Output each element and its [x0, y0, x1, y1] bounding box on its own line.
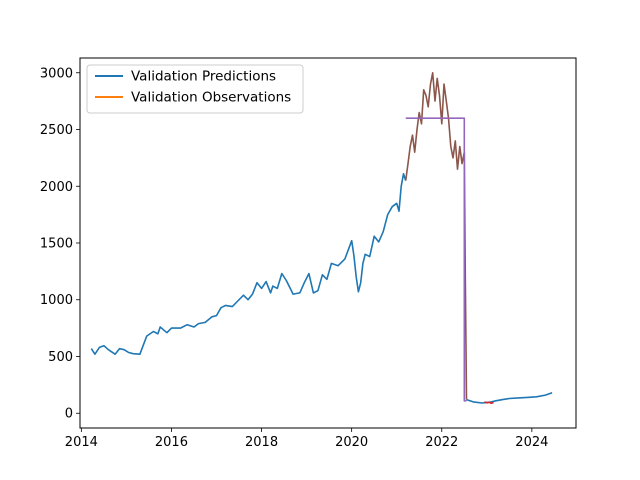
legend-label-predictions: Validation Predictions: [131, 69, 276, 85]
x-tick-label: 2018: [245, 435, 278, 450]
x-tick-label: 2014: [65, 435, 98, 450]
legend-box: [86, 64, 304, 114]
y-tick-label: 500: [48, 350, 73, 365]
series-line-0: [90, 173, 407, 356]
y-axis: 0 500 1000 1500 2000 2500 3000: [40, 66, 80, 422]
legend-label-observations: Validation Observations: [131, 90, 291, 106]
y-tick-label: 2500: [40, 123, 73, 138]
x-tick-label: 2016: [155, 435, 188, 450]
series-line-2: [405, 117, 467, 402]
x-tick-label: 2024: [515, 435, 548, 450]
y-tick-label: 0: [65, 407, 73, 422]
y-tick-label: 2000: [40, 180, 73, 195]
y-tick-label: 1500: [40, 237, 73, 252]
series-line-4: [484, 401, 494, 405]
series-line-1: [404, 72, 468, 400]
y-tick-label: 3000: [40, 66, 73, 81]
x-tick-label: 2020: [335, 435, 368, 450]
x-axis: 2014 2016 2018 2020 2022 2024: [65, 428, 548, 450]
x-tick-label: 2022: [425, 435, 458, 450]
series-layer: [90, 72, 553, 405]
legend: Validation Predictions Validation Observ…: [86, 64, 304, 114]
y-tick-label: 1000: [40, 293, 73, 308]
series-line-3: [466, 392, 553, 404]
